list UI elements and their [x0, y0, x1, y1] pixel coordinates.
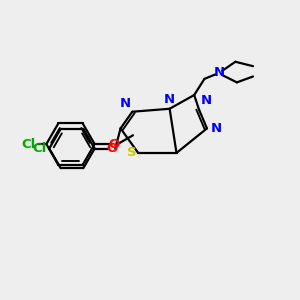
Text: O: O	[106, 142, 117, 155]
Text: N: N	[200, 94, 212, 107]
Text: N: N	[120, 97, 131, 110]
Text: Cl: Cl	[22, 138, 36, 151]
Text: O: O	[108, 138, 119, 151]
Text: N: N	[211, 122, 222, 135]
Text: S: S	[127, 146, 137, 159]
Text: N: N	[214, 67, 225, 80]
Text: Cl: Cl	[33, 142, 47, 155]
Text: N: N	[164, 93, 175, 106]
